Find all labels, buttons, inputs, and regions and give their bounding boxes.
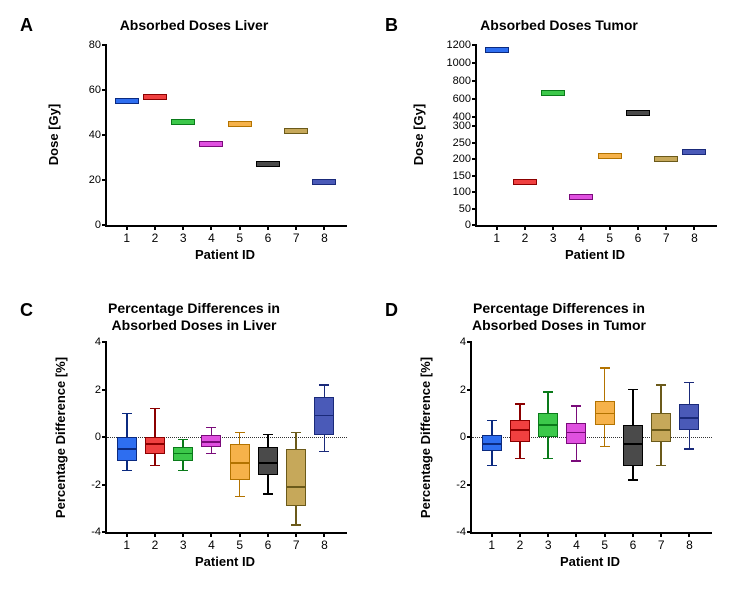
bar-patient-3 (541, 90, 565, 96)
bar-patient-3 (171, 119, 195, 125)
panel-a-ylabel: Dose [Gy] (46, 104, 61, 165)
panel-a-plot: 02040608012345678 (105, 45, 347, 227)
box-patient-7 (286, 449, 306, 506)
panel-a-title: Absorbed Doses Liver (44, 17, 344, 34)
box-patient-6 (258, 447, 278, 476)
bar-patient-4 (569, 194, 593, 200)
bar-patient-1 (485, 47, 509, 53)
bar-patient-5 (228, 121, 252, 127)
panel-d-plot: -4-202412345678 (470, 342, 712, 534)
panel-b-label: B (385, 15, 398, 36)
box-patient-2 (145, 437, 165, 454)
bar-patient-6 (256, 161, 280, 167)
panel-a: A Absorbed Doses Liver 02040608012345678… (20, 15, 360, 280)
panel-d-label: D (385, 300, 398, 321)
panel-a-xlabel: Patient ID (195, 247, 255, 262)
panel-b-plot: 0501001502002503004006008001000120012345… (475, 45, 717, 227)
box-patient-6 (623, 425, 643, 465)
panel-b-ylabel: Dose [Gy] (411, 104, 426, 165)
bar-patient-4 (199, 141, 223, 147)
panel-c-title: Percentage Differences inAbsorbed Doses … (44, 300, 344, 334)
bar-patient-2 (513, 179, 537, 185)
bar-patient-1 (115, 98, 139, 104)
bar-patient-2 (143, 94, 167, 100)
panel-b-title: Absorbed Doses Tumor (409, 17, 709, 34)
panel-c-xlabel: Patient ID (195, 554, 255, 569)
bar-patient-7 (654, 156, 678, 162)
panel-a-label: A (20, 15, 33, 36)
bar-patient-5 (598, 153, 622, 159)
panel-d: D Percentage Differences inAbsorbed Dose… (385, 300, 725, 580)
box-patient-4 (566, 423, 586, 444)
box-patient-7 (651, 413, 671, 442)
panel-b: B Absorbed Doses Tumor 05010015020025030… (385, 15, 725, 280)
panel-d-ylabel: Percentage Difference [%] (418, 357, 433, 518)
box-patient-2 (510, 420, 530, 441)
bar-patient-7 (284, 128, 308, 134)
bar-patient-8 (682, 149, 706, 155)
panel-c: C Percentage Differences inAbsorbed Dose… (20, 300, 360, 580)
bar-patient-8 (312, 179, 336, 185)
panel-d-title: Percentage Differences inAbsorbed Doses … (409, 300, 709, 334)
bar-patient-6 (626, 110, 650, 116)
panel-c-label: C (20, 300, 33, 321)
panel-b-xlabel: Patient ID (565, 247, 625, 262)
panel-d-xlabel: Patient ID (560, 554, 620, 569)
panel-c-ylabel: Percentage Difference [%] (53, 357, 68, 518)
figure: A Absorbed Doses Liver 02040608012345678… (0, 0, 741, 598)
panel-c-plot: -4-202412345678 (105, 342, 347, 534)
